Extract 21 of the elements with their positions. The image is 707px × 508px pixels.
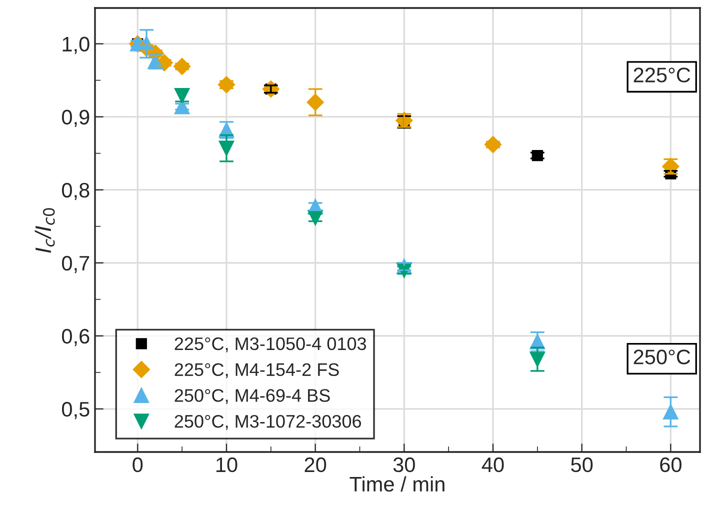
y-tick-label: 0,5 xyxy=(62,402,90,420)
x-tick-label: 60 xyxy=(660,457,682,472)
x-tick-label: 40 xyxy=(482,457,504,472)
y-tick-label: 0,7 xyxy=(62,256,90,274)
annotation: 250°C xyxy=(634,350,690,364)
x-axis-title: Time / min xyxy=(350,476,444,492)
x-tick-label: 20 xyxy=(304,457,326,472)
legend-label: 250°C, M4-69-4 BS xyxy=(174,389,330,404)
y-tick-label: 1,0 xyxy=(62,36,90,54)
x-tick-label: 0 xyxy=(132,457,143,472)
annotation: 225°C xyxy=(634,68,690,82)
x-tick-label: 10 xyxy=(216,457,238,472)
legend-label: 250°C, M3-1072-30306 xyxy=(174,414,362,430)
x-tick-label: 50 xyxy=(571,457,593,472)
y-axis-title: I$_{c}$/I$_{c0}$ xyxy=(34,208,55,253)
x-tick-label: 30 xyxy=(393,457,415,472)
y-tick-label: 0,8 xyxy=(62,182,90,200)
y-tick-label: 0,9 xyxy=(62,110,90,128)
legend-label: 225°C, M3-1050-4 0103 xyxy=(174,337,366,352)
legend-label: 225°C, M4-154-2 FS xyxy=(174,363,339,378)
y-tick-label: 0,6 xyxy=(62,328,90,346)
